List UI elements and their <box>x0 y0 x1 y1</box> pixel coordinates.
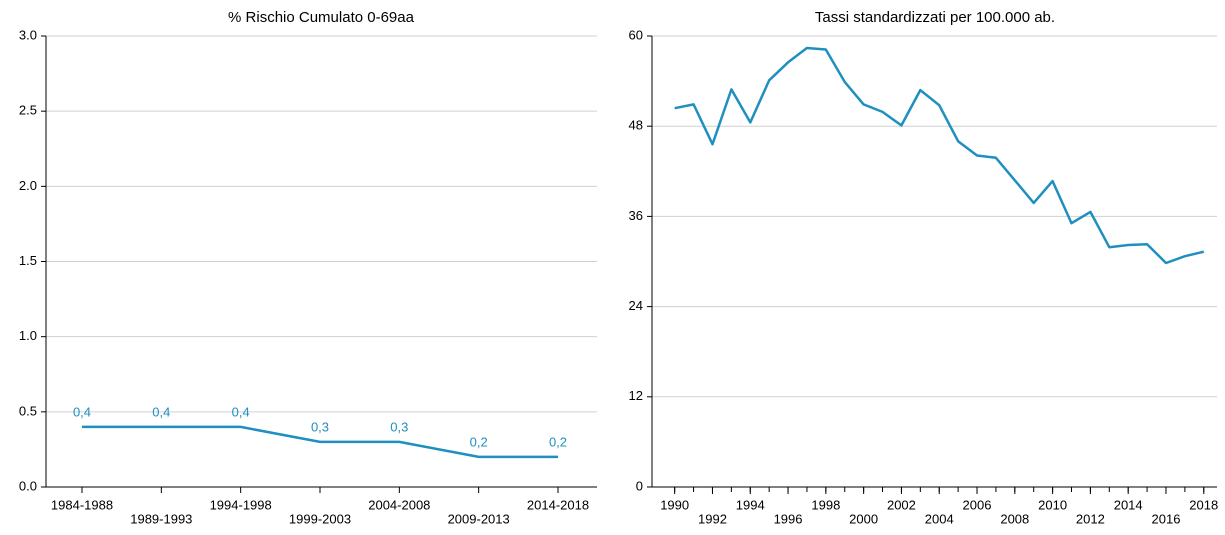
y-tick-label: 24 <box>629 298 643 313</box>
chart-title: % Rischio Cumulato 0-69aa <box>228 9 415 26</box>
x-tick-label: 1994 <box>736 497 765 512</box>
y-tick-label: 36 <box>629 208 643 223</box>
value-label: 0,4 <box>232 404 250 419</box>
y-tick-label: 1.0 <box>19 328 37 343</box>
x-tick-label: 2002 <box>887 497 916 512</box>
x-tick-label: 2014-2018 <box>527 497 589 512</box>
x-tick-label: 2010 <box>1038 497 1067 512</box>
y-tick-label: 48 <box>629 118 643 133</box>
value-label: 0,2 <box>470 434 488 449</box>
x-tick-label: 2018 <box>1189 497 1218 512</box>
x-tick-label: 1998 <box>811 497 840 512</box>
x-tick-label: 2014 <box>1114 497 1143 512</box>
y-tick-label: 60 <box>629 27 643 42</box>
x-tick-label: 2012 <box>1076 511 1105 526</box>
x-tick-label: 2009-2013 <box>448 511 510 526</box>
value-label: 0,4 <box>73 404 91 419</box>
value-label: 0,2 <box>549 434 567 449</box>
y-tick-label: 2.5 <box>19 103 37 118</box>
value-label: 0,4 <box>152 404 170 419</box>
x-tick-label: 2004-2008 <box>368 497 430 512</box>
x-tick-label: 1996 <box>774 511 803 526</box>
y-tick-label: 0 <box>636 478 643 493</box>
y-tick-label: 0.5 <box>19 403 37 418</box>
x-tick-label: 1999-2003 <box>289 511 351 526</box>
x-tick-label: 2004 <box>925 511 954 526</box>
x-tick-label: 1984-1988 <box>51 497 113 512</box>
x-tick-label: 1989-1993 <box>130 511 192 526</box>
y-tick-label: 12 <box>629 388 643 403</box>
data-line <box>82 425 558 459</box>
x-tick-label: 1990 <box>660 497 689 512</box>
data-line <box>674 46 1205 265</box>
value-label: 0,3 <box>390 419 408 434</box>
x-tick-label: 1992 <box>698 511 727 526</box>
value-label: 0,3 <box>311 419 329 434</box>
x-tick-label: 1994-1998 <box>210 497 272 512</box>
chart-title: Tassi standardizzati per 100.000 ab. <box>815 9 1055 26</box>
x-tick-label: 2008 <box>1000 511 1029 526</box>
x-tick-label: 2000 <box>849 511 878 526</box>
y-tick-label: 3.0 <box>19 27 37 42</box>
y-tick-label: 0.0 <box>19 478 37 493</box>
y-tick-label: 2.0 <box>19 178 37 193</box>
y-tick-label: 1.5 <box>19 253 37 268</box>
x-tick-label: 2006 <box>963 497 992 512</box>
x-tick-label: 2016 <box>1152 511 1181 526</box>
